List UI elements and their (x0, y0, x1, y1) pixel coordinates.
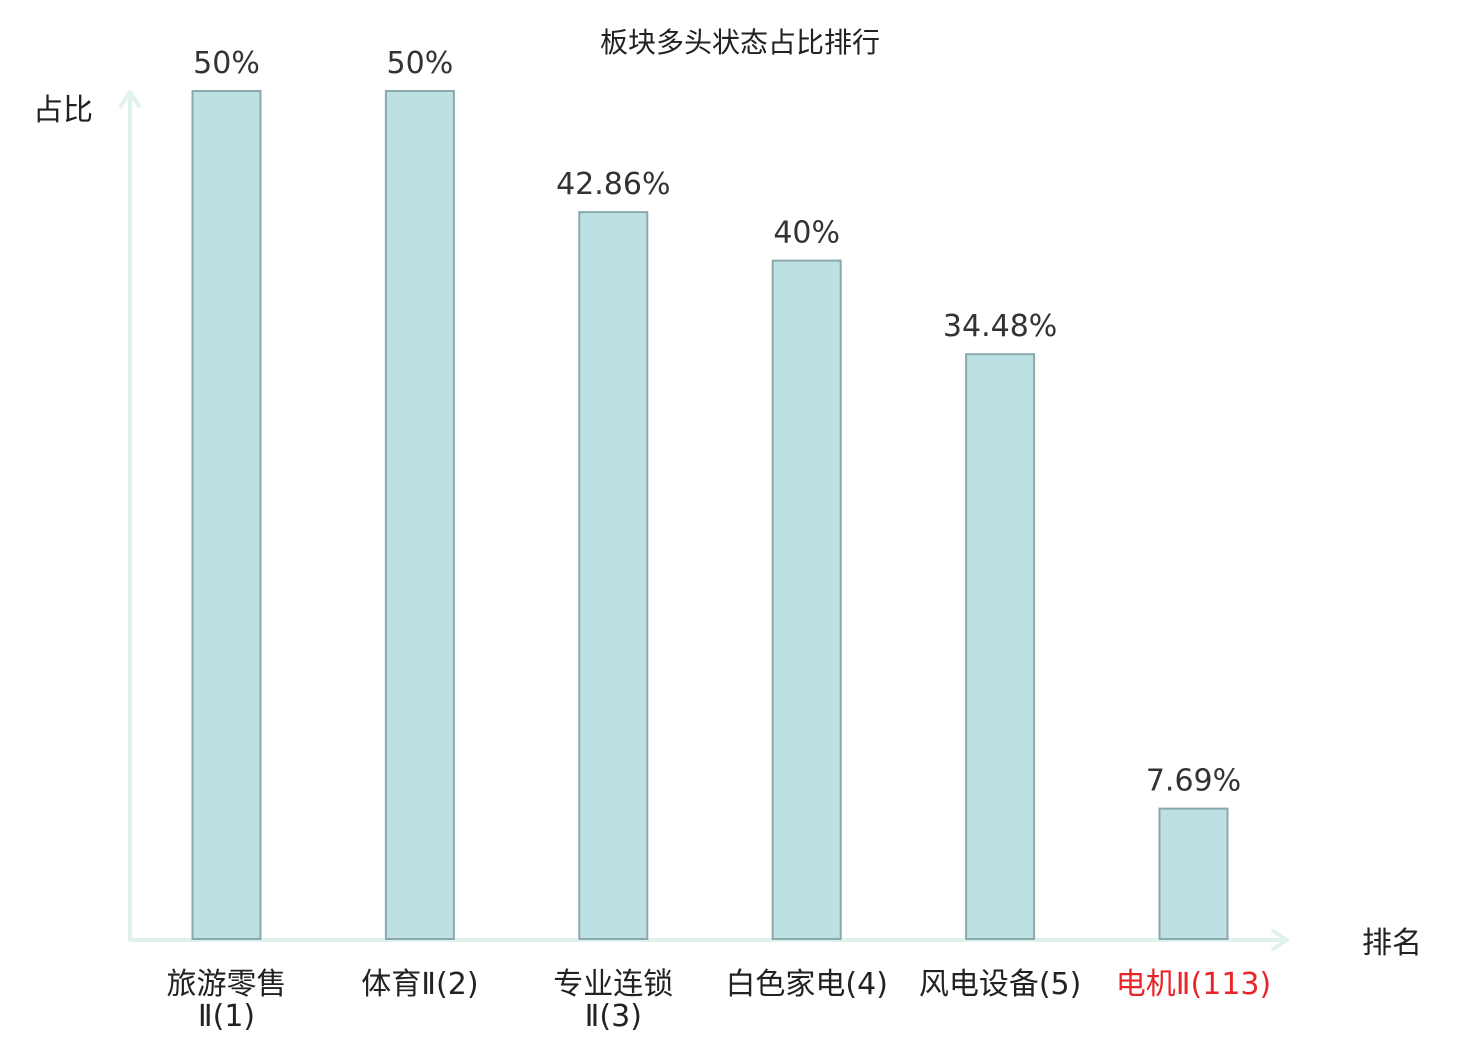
data-label: 42.86% (556, 167, 670, 202)
category-label: Ⅱ(1) (198, 999, 255, 1034)
bar (965, 353, 1036, 940)
category-label: 电机Ⅱ(113) (1116, 967, 1271, 1002)
bars-group (191, 90, 1229, 941)
bar (578, 211, 649, 941)
chart-title: 板块多头状态占比排行 (600, 26, 880, 59)
bar (384, 90, 455, 940)
data-label: 7.69% (1146, 764, 1241, 799)
category-label: 风电设备(5) (919, 967, 1082, 1002)
data-label: 34.48% (943, 309, 1057, 344)
category-label: 体育Ⅱ(2) (361, 967, 478, 1002)
y-axis (119, 90, 141, 942)
bar (771, 259, 842, 941)
data-label: 40% (773, 216, 840, 251)
value-labels-group: 50% 50% 42.86% 40% 34.48% 7.69% (193, 46, 1241, 799)
x-axis (128, 929, 1289, 951)
category-label: 专业连锁 (553, 967, 673, 1002)
category-label: Ⅱ(3) (585, 999, 642, 1034)
x-axis-label: 排名 (1362, 926, 1422, 961)
category-label: 旅游零售 (167, 967, 287, 1002)
data-label: 50% (193, 46, 260, 81)
category-label: 白色家电(4) (725, 967, 888, 1002)
bar (191, 90, 262, 940)
bar (1158, 807, 1229, 940)
data-label: 50% (387, 46, 454, 81)
y-axis-label: 占比 (33, 93, 93, 128)
